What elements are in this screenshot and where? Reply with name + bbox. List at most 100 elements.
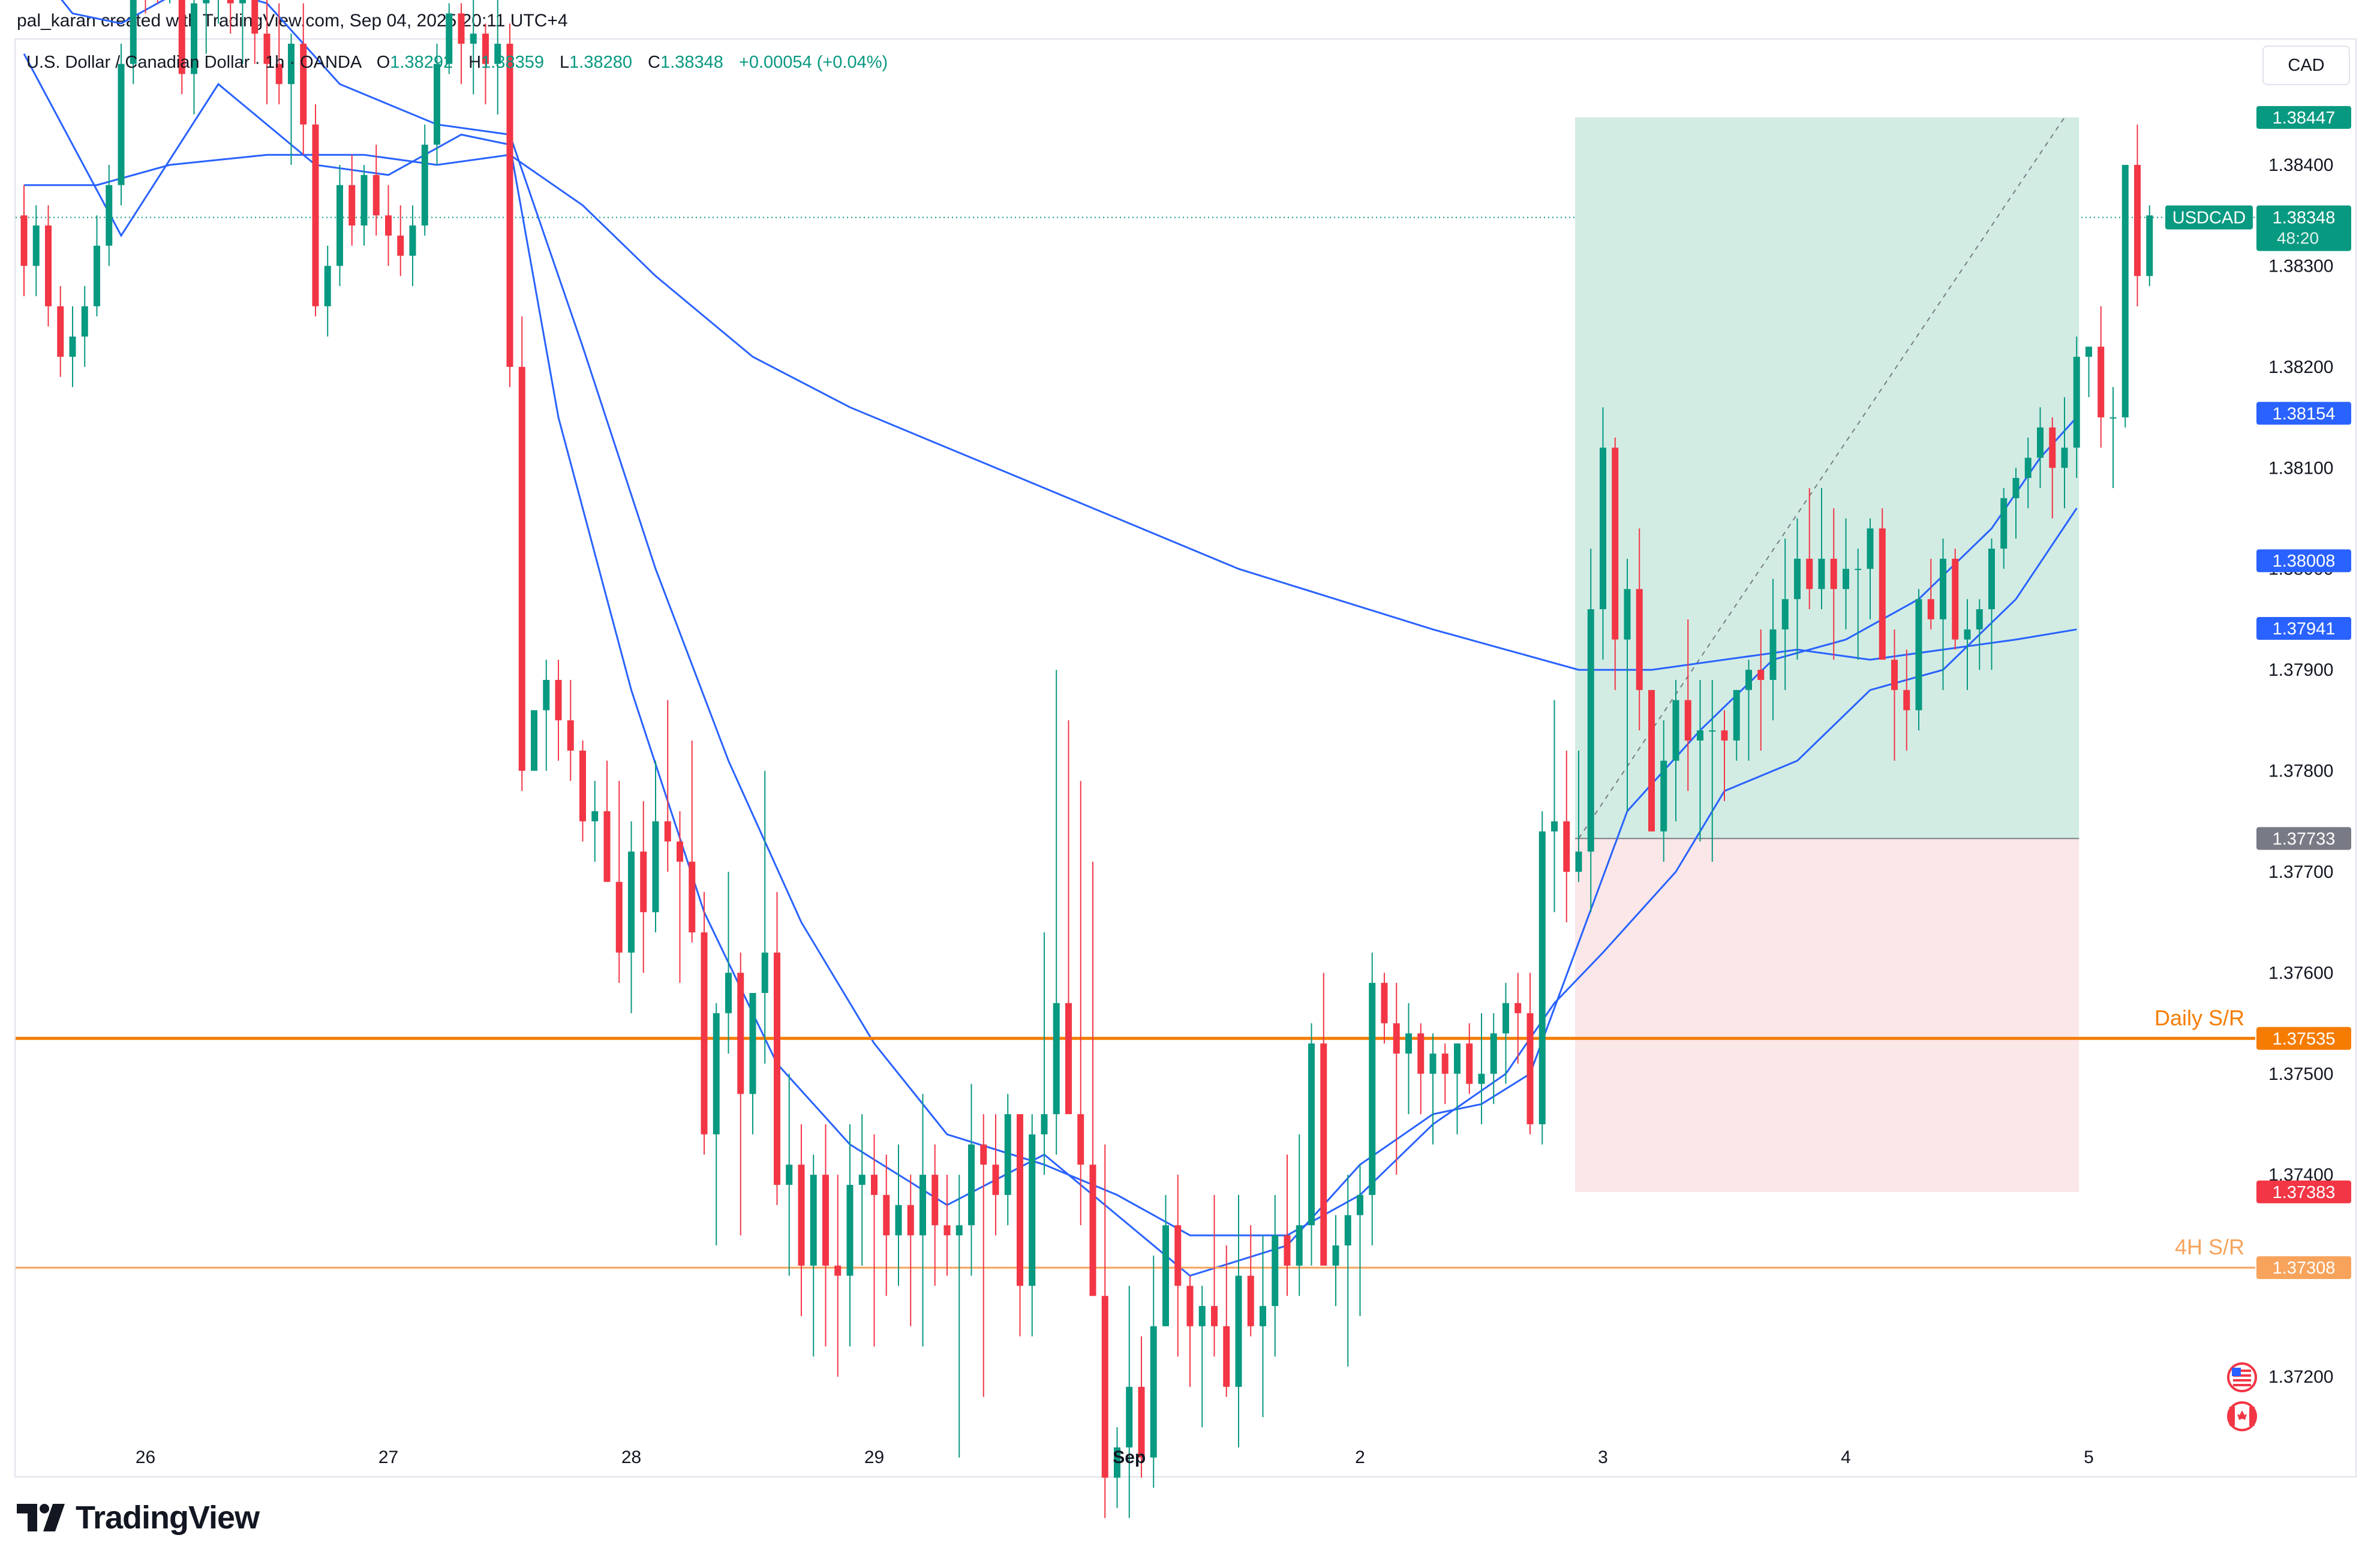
candle[interactable] bbox=[1441, 1043, 1449, 1104]
candle[interactable] bbox=[348, 155, 356, 246]
candle[interactable] bbox=[1988, 538, 1995, 670]
candle[interactable] bbox=[2061, 397, 2068, 508]
candle[interactable] bbox=[1563, 750, 1570, 923]
candle[interactable] bbox=[1198, 1286, 1206, 1428]
candle[interactable] bbox=[531, 710, 537, 771]
candle[interactable] bbox=[470, 0, 477, 95]
candle[interactable] bbox=[1952, 548, 1959, 650]
candle[interactable] bbox=[1721, 710, 1728, 802]
candle[interactable] bbox=[749, 993, 756, 1134]
candle[interactable] bbox=[94, 215, 100, 317]
candle[interactable] bbox=[2146, 205, 2153, 287]
candle[interactable] bbox=[1745, 660, 1752, 761]
candle[interactable] bbox=[288, 34, 295, 165]
candle[interactable] bbox=[1053, 670, 1060, 1155]
candle[interactable] bbox=[1077, 781, 1084, 1226]
candle[interactable] bbox=[1855, 548, 1862, 660]
candle[interactable] bbox=[774, 892, 780, 1205]
candle[interactable] bbox=[907, 1175, 914, 1326]
candle[interactable] bbox=[1806, 487, 1813, 610]
candle[interactable] bbox=[2012, 468, 2020, 539]
candle[interactable] bbox=[409, 205, 416, 287]
candle[interactable] bbox=[1502, 983, 1509, 1084]
candle[interactable] bbox=[822, 1124, 829, 1347]
candle[interactable] bbox=[227, 0, 234, 34]
calendar-events[interactable] bbox=[2227, 1362, 2257, 1431]
candle[interactable] bbox=[1709, 679, 1716, 862]
candle[interactable] bbox=[1733, 690, 1740, 761]
candle[interactable] bbox=[1927, 558, 1934, 630]
candle[interactable] bbox=[1369, 952, 1376, 1246]
candle[interactable] bbox=[1296, 1134, 1303, 1296]
candle[interactable] bbox=[506, 23, 513, 387]
candle[interactable] bbox=[2049, 417, 2056, 519]
candle[interactable] bbox=[397, 205, 404, 276]
candle[interactable] bbox=[1150, 1255, 1157, 1488]
candle[interactable] bbox=[1636, 528, 1643, 731]
candle[interactable] bbox=[2073, 336, 2080, 478]
candle[interactable] bbox=[615, 781, 623, 983]
candle[interactable] bbox=[1126, 1286, 1133, 1518]
candle[interactable] bbox=[761, 771, 768, 1064]
candle[interactable] bbox=[1405, 1003, 1412, 1115]
candle[interactable] bbox=[2109, 387, 2117, 488]
candle[interactable] bbox=[1429, 1033, 1437, 1145]
candle[interactable] bbox=[130, 0, 137, 85]
candle[interactable] bbox=[955, 1175, 963, 1458]
candle[interactable] bbox=[2085, 347, 2092, 398]
candle[interactable] bbox=[931, 1144, 939, 1286]
candle[interactable] bbox=[1684, 619, 1691, 791]
candle[interactable] bbox=[1381, 973, 1388, 1044]
candle[interactable] bbox=[1672, 679, 1679, 821]
candle[interactable] bbox=[458, 3, 465, 85]
candle[interactable] bbox=[677, 811, 683, 983]
candle[interactable] bbox=[1624, 558, 1631, 811]
candle[interactable] bbox=[591, 781, 599, 862]
candle[interactable] bbox=[178, 0, 185, 95]
candle[interactable] bbox=[628, 821, 635, 1013]
candle[interactable] bbox=[980, 1114, 987, 1397]
candle[interactable] bbox=[239, 0, 246, 64]
candle[interactable] bbox=[81, 286, 88, 367]
candle[interactable] bbox=[57, 286, 64, 377]
candle[interactable] bbox=[263, 0, 271, 104]
candle[interactable] bbox=[1757, 629, 1765, 751]
candle[interactable] bbox=[1575, 750, 1582, 882]
candle[interactable] bbox=[1478, 1013, 1485, 1124]
candle[interactable] bbox=[786, 1073, 793, 1276]
candle[interactable] bbox=[1490, 1013, 1497, 1104]
candle[interactable] bbox=[1101, 1144, 1108, 1518]
candle[interactable] bbox=[567, 679, 574, 781]
candle[interactable] bbox=[1004, 1094, 1011, 1226]
candle[interactable] bbox=[1781, 538, 1789, 690]
candle[interactable] bbox=[2121, 165, 2129, 428]
candle[interactable] bbox=[1332, 1215, 1339, 1307]
candle[interactable] bbox=[919, 1094, 926, 1347]
candle[interactable] bbox=[1162, 1194, 1169, 1326]
candle[interactable] bbox=[871, 1134, 878, 1347]
candle[interactable] bbox=[360, 165, 368, 246]
candle[interactable] bbox=[1600, 407, 1606, 660]
candle[interactable] bbox=[482, 23, 489, 104]
candle[interactable] bbox=[1186, 1275, 1194, 1387]
candle[interactable] bbox=[421, 124, 428, 236]
candle[interactable] bbox=[1551, 700, 1558, 913]
candle[interactable] bbox=[664, 700, 671, 872]
candle[interactable] bbox=[543, 660, 550, 771]
candle[interactable] bbox=[446, 3, 453, 74]
candle[interactable] bbox=[372, 145, 380, 236]
candle[interactable] bbox=[1612, 437, 1619, 690]
candle[interactable] bbox=[701, 892, 708, 1155]
candle[interactable] bbox=[603, 760, 611, 882]
candle[interactable] bbox=[385, 185, 392, 266]
candle[interactable] bbox=[810, 1154, 817, 1357]
candle[interactable] bbox=[883, 1154, 890, 1296]
candle[interactable] bbox=[1223, 1245, 1230, 1397]
candle[interactable] bbox=[1017, 1114, 1023, 1337]
candle[interactable] bbox=[943, 1175, 951, 1276]
candle[interactable] bbox=[798, 1124, 805, 1316]
candle[interactable] bbox=[1308, 1023, 1315, 1266]
candle[interactable] bbox=[1879, 508, 1886, 660]
candle[interactable] bbox=[1029, 1114, 1036, 1337]
